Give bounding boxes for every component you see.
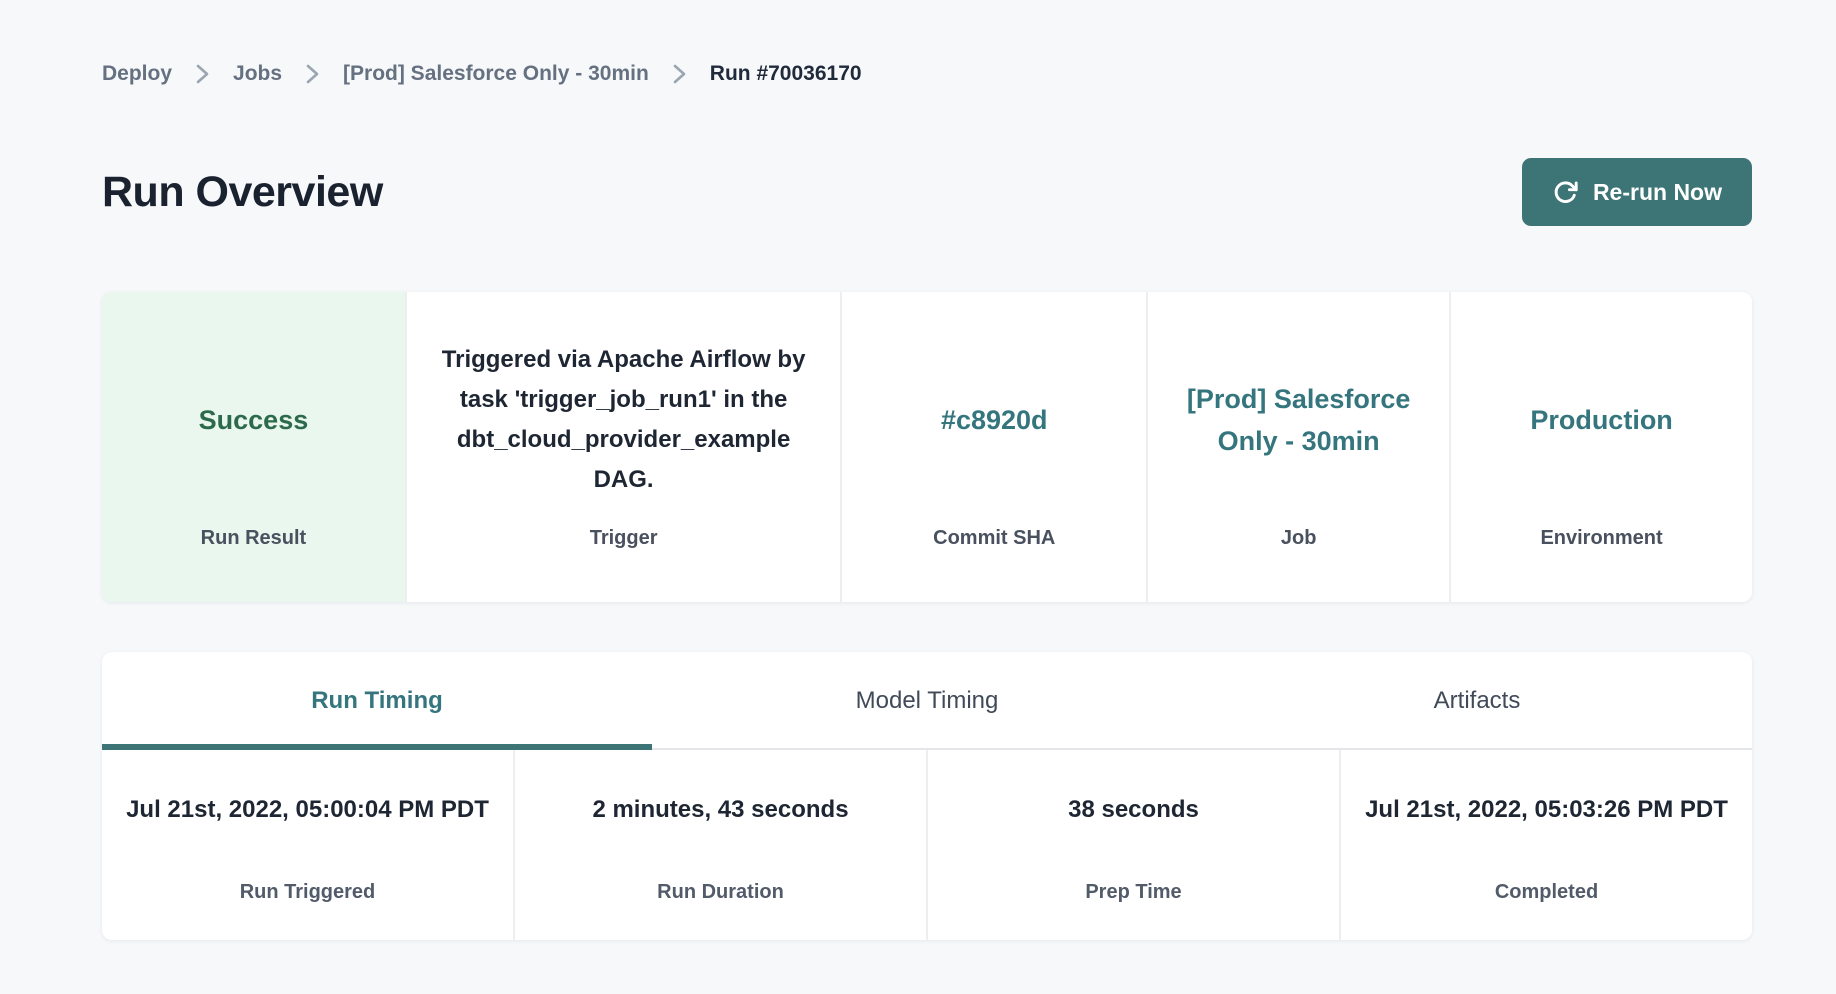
commit-sha-link[interactable]: #c8920d — [940, 404, 1048, 435]
prep-time-label: Prep Time — [1085, 881, 1182, 903]
job-link[interactable]: [Prod] Salesforce Only - 30min — [1186, 383, 1411, 456]
job-card: [Prod] Salesforce Only - 30min Job — [1148, 292, 1452, 602]
refresh-icon — [1552, 179, 1579, 206]
breadcrumb-jobs[interactable]: Jobs — [233, 62, 283, 85]
completed-label: Completed — [1494, 881, 1599, 903]
job-label: Job — [1280, 527, 1317, 549]
run-triggered-label: Run Triggered — [239, 881, 376, 903]
run-duration-card: 2 minutes, 43 seconds Run Duration — [515, 750, 928, 940]
environment-link[interactable]: Production — [1530, 404, 1673, 435]
prep-time-value: 38 seconds — [1068, 796, 1199, 823]
tab-artifacts[interactable]: Artifacts — [1202, 652, 1752, 750]
commit-sha-card: #c8920d Commit SHA — [842, 292, 1149, 602]
trigger-value: Triggered via Apache Airflow by task 'tr… — [441, 345, 806, 493]
run-result-value: Success — [198, 404, 309, 435]
chevron-right-icon — [306, 63, 319, 85]
breadcrumb-current-run: Run #70036170 — [709, 62, 862, 85]
run-duration-value: 2 minutes, 43 seconds — [592, 796, 849, 823]
completed-value: Jul 21st, 2022, 05:03:26 PM PDT — [1365, 796, 1728, 823]
page-header: Run Overview Re-run Now — [102, 158, 1752, 226]
breadcrumb: Deploy Jobs [Prod] Salesforce Only - 30m… — [102, 62, 1752, 86]
run-summary-cards: Success Run Result Triggered via Apache … — [102, 292, 1752, 602]
breadcrumb-job-name[interactable]: [Prod] Salesforce Only - 30min — [343, 62, 649, 85]
commit-sha-label: Commit SHA — [933, 527, 1056, 549]
tab-run-timing[interactable]: Run Timing — [102, 652, 652, 750]
rerun-now-button[interactable]: Re-run Now — [1521, 158, 1752, 226]
chevron-right-icon — [673, 63, 686, 85]
prep-time-card: 38 seconds Prep Time — [928, 750, 1341, 940]
trigger-card: Triggered via Apache Airflow by task 'tr… — [406, 292, 843, 602]
tab-bar: Run Timing Model Timing Artifacts — [102, 652, 1752, 750]
run-triggered-card: Jul 21st, 2022, 05:00:04 PM PDT Run Trig… — [102, 750, 515, 940]
run-result-card: Success Run Result — [102, 292, 407, 602]
trigger-label: Trigger — [589, 527, 658, 549]
environment-card: Production Environment — [1451, 292, 1752, 602]
rerun-now-label: Re-run Now — [1592, 178, 1722, 205]
completed-card: Jul 21st, 2022, 05:03:26 PM PDT Complete… — [1341, 750, 1752, 940]
chevron-right-icon — [196, 63, 209, 85]
run-triggered-value: Jul 21st, 2022, 05:00:04 PM PDT — [126, 796, 489, 823]
run-timing-panel: Jul 21st, 2022, 05:00:04 PM PDT Run Trig… — [102, 750, 1752, 940]
run-detail-panel: Run Timing Model Timing Artifacts Jul 21… — [102, 652, 1752, 940]
tab-model-timing[interactable]: Model Timing — [652, 652, 1202, 750]
breadcrumb-deploy[interactable]: Deploy — [102, 62, 173, 85]
run-result-label: Run Result — [200, 527, 307, 549]
environment-label: Environment — [1540, 527, 1663, 549]
page-title: Run Overview — [102, 167, 383, 216]
run-duration-label: Run Duration — [657, 881, 784, 903]
